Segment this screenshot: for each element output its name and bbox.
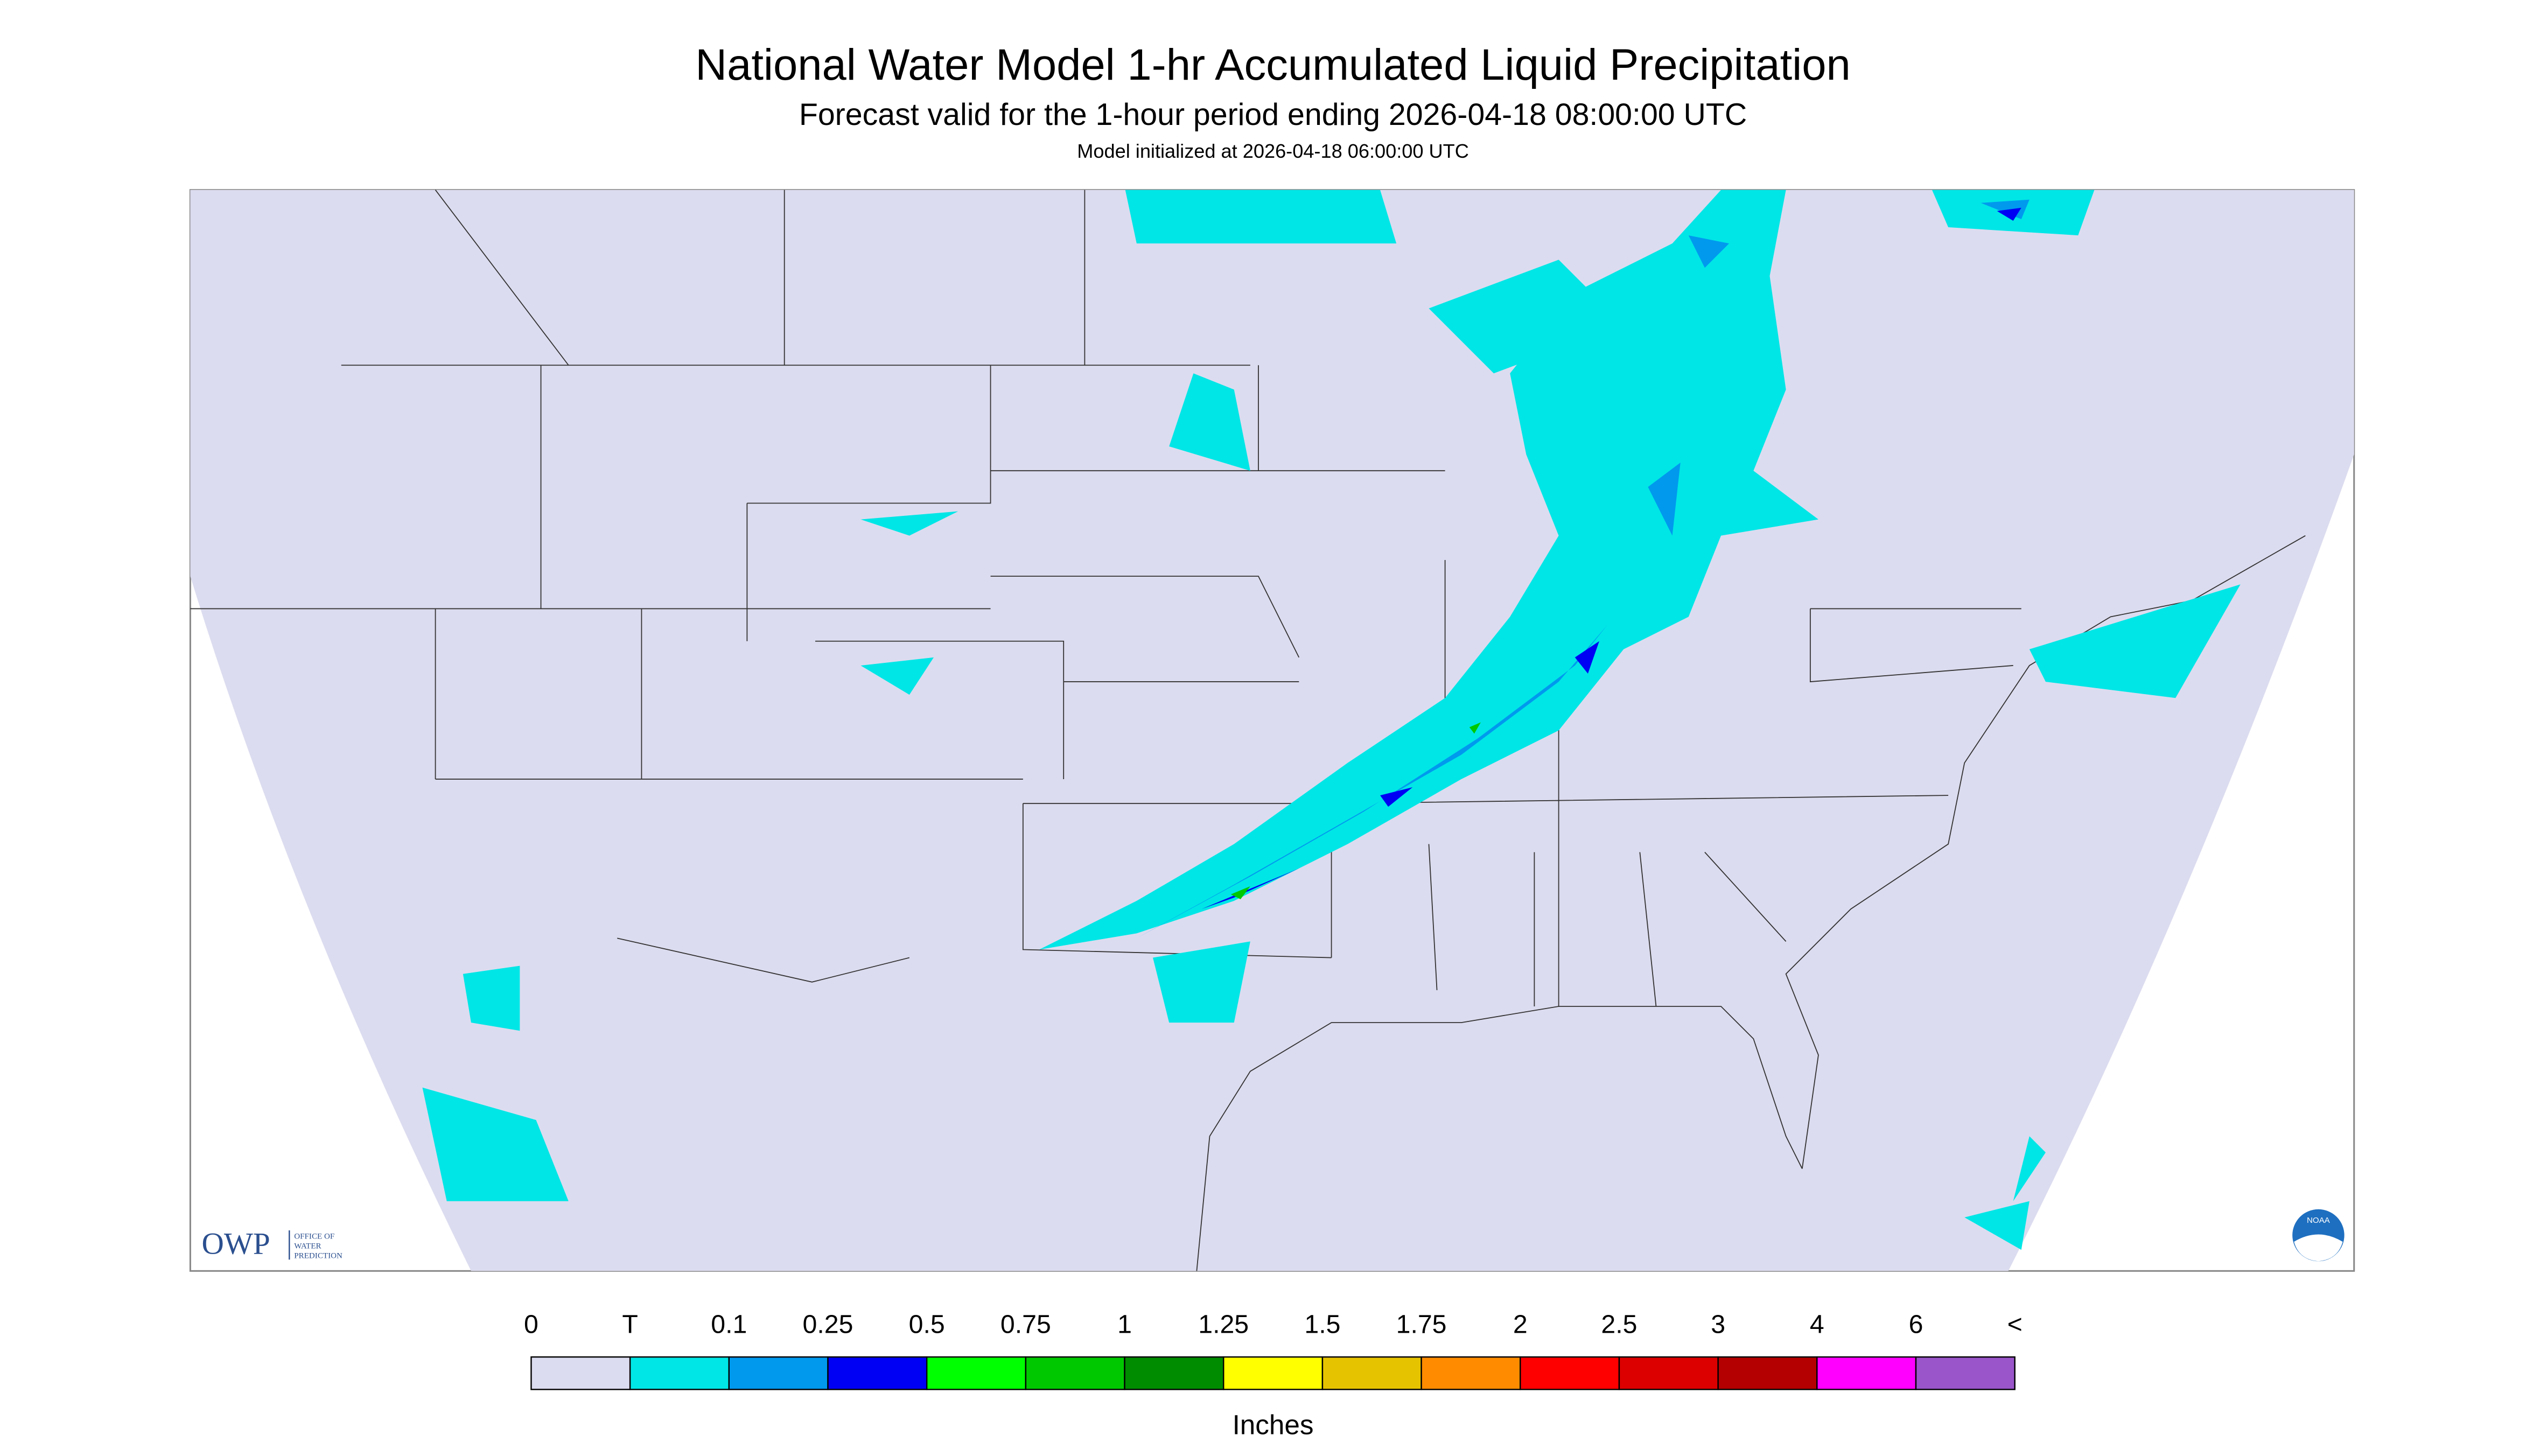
legend-label: 2 [1513,1310,1528,1339]
legend-swatch [1816,1356,1917,1390]
title: National Water Model 1-hr Accumulated Li… [695,40,1850,89]
legend-swatch [1025,1356,1125,1390]
legend-label: 0.75 [1000,1310,1051,1339]
legend-label: 4 [1810,1310,1824,1339]
legend-swatch [728,1356,829,1390]
legend-label: 1.75 [1396,1310,1447,1339]
legend-label: 0.1 [711,1310,747,1339]
owp-logo: OWP [201,1227,270,1261]
legend-label: < [2007,1310,2023,1339]
legend-label: 3 [1711,1310,1725,1339]
legend-label: 2.5 [1601,1310,1637,1339]
legend-label: 0.5 [909,1310,945,1339]
subtitle: Forecast valid for the 1-hour period end… [799,97,1747,132]
legend-label: 0 [524,1310,538,1339]
legend-label: 1.25 [1198,1310,1249,1339]
legend-swatch [1124,1356,1224,1390]
legend-swatch [827,1356,928,1390]
legend-label: 6 [1909,1310,1923,1339]
noaa-logo: NOAA [2307,1216,2331,1225]
legend-swatch [926,1356,1027,1390]
map: OWP OFFICE OF WATER PREDICTION NOAA [189,189,2355,1272]
owp-text: PREDICTION [294,1252,342,1261]
legend-swatch [629,1356,730,1390]
legend-swatch [1223,1356,1324,1390]
legend-label: 1 [1117,1310,1132,1339]
legend-label: 1.5 [1304,1310,1340,1339]
init-note: Model initialized at 2026-04-18 06:00:00… [1077,140,1469,162]
legend-swatch [1520,1356,1620,1390]
owp-text: WATER [294,1242,321,1251]
legend-label: 0.25 [803,1310,853,1339]
owp-text: OFFICE OF [294,1232,334,1241]
legend-swatch [530,1356,631,1390]
legend: 0 T 0.1 0.25 0.5 0.75 1 1.25 1.5 1.75 2 2.5 3 4 6 < [524,1310,2023,1390]
legend-swatch [1618,1356,1719,1390]
legend-swatch [1321,1356,1422,1390]
legend-swatch [1717,1356,1818,1390]
legend-unit: Inches [1233,1409,1314,1440]
legend-swatch [1421,1356,1521,1390]
legend-label: T [622,1310,638,1339]
legend-swatch [1915,1356,2016,1390]
